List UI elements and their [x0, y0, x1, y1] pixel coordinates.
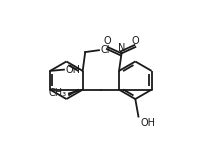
Text: Cl: Cl — [101, 45, 110, 55]
Text: CH₃: CH₃ — [49, 88, 67, 98]
Text: OH: OH — [66, 65, 81, 75]
Text: O: O — [131, 36, 139, 46]
Text: N: N — [118, 43, 125, 53]
Text: OH: OH — [140, 118, 155, 128]
Text: O: O — [104, 36, 111, 46]
